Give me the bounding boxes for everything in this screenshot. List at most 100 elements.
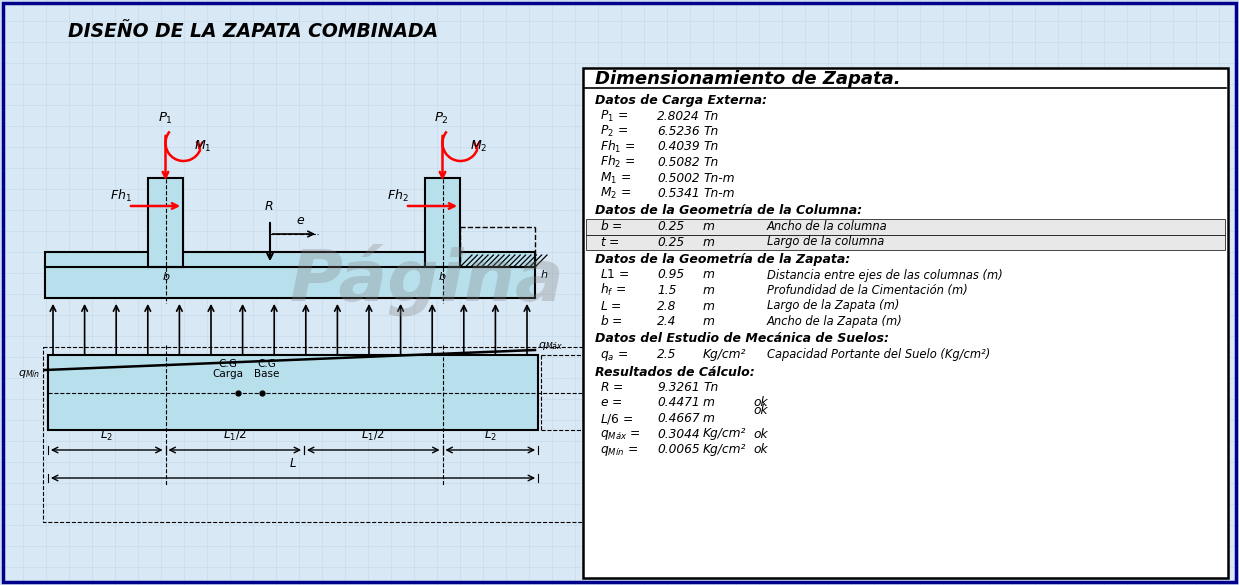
Text: $M_2$ =: $M_2$ = — [600, 186, 631, 201]
Text: Datos del Estudio de Mecánica de Suelos:: Datos del Estudio de Mecánica de Suelos: — [595, 332, 890, 346]
Text: Ancho de la columna: Ancho de la columna — [767, 220, 887, 233]
Text: 0.4667: 0.4667 — [657, 412, 700, 425]
Text: ok: ok — [753, 428, 768, 441]
Text: Tn-m: Tn-m — [703, 171, 735, 184]
Text: Largo de la columna: Largo de la columna — [767, 236, 885, 249]
Bar — [584, 68, 1228, 578]
Text: m: m — [703, 284, 715, 297]
Text: 2.8024: 2.8024 — [657, 109, 700, 122]
Text: $M_1$: $M_1$ — [193, 139, 211, 154]
Text: 0.3044: 0.3044 — [657, 428, 700, 441]
Text: $L_1/2$: $L_1/2$ — [223, 428, 247, 443]
Text: Datos de Carga Externa:: Datos de Carga Externa: — [595, 94, 767, 107]
Text: 0.25: 0.25 — [657, 220, 684, 233]
Text: 1.5: 1.5 — [657, 284, 676, 297]
Text: $e$ =: $e$ = — [600, 397, 622, 410]
Text: $L$: $L$ — [289, 457, 297, 470]
Text: $Fh_1$ =: $Fh_1$ = — [600, 139, 636, 154]
Text: Datos de la Geometría de la Columna:: Datos de la Geometría de la Columna: — [595, 205, 862, 218]
Text: $L_2$: $L_2$ — [483, 428, 497, 443]
Text: $q_{Mín}$: $q_{Mín}$ — [17, 368, 40, 380]
Text: 0.5341: 0.5341 — [657, 187, 700, 200]
Text: $M_2$: $M_2$ — [471, 139, 488, 154]
Text: 0.95: 0.95 — [657, 269, 684, 281]
Text: Tn: Tn — [703, 140, 719, 153]
Text: m: m — [703, 220, 715, 233]
Text: $L$ =: $L$ = — [600, 300, 622, 312]
Text: Ancho de la Zapata (m): Ancho de la Zapata (m) — [767, 315, 903, 328]
Text: m: m — [703, 315, 715, 328]
Text: $b$: $b$ — [161, 270, 170, 282]
Text: $L_1/2$: $L_1/2$ — [362, 428, 385, 443]
Text: 6.5236: 6.5236 — [657, 125, 700, 138]
Text: $t$ =: $t$ = — [600, 236, 620, 249]
Text: $P_2$ =: $P_2$ = — [600, 124, 628, 139]
Text: Base: Base — [254, 369, 280, 379]
Text: $b$ =: $b$ = — [600, 219, 623, 233]
Bar — [48, 355, 538, 430]
Text: ok: ok — [753, 397, 768, 410]
Text: Tn: Tn — [703, 156, 719, 169]
Text: Resultados de Cálculo:: Resultados de Cálculo: — [595, 366, 755, 378]
Text: m: m — [703, 269, 715, 281]
Text: ok: ok — [753, 404, 768, 417]
Text: $P_2$: $P_2$ — [435, 111, 450, 126]
Text: $L1$ =: $L1$ = — [600, 269, 629, 281]
Text: m: m — [703, 236, 715, 249]
Text: 9.3261: 9.3261 — [657, 381, 700, 394]
Text: m: m — [703, 397, 715, 410]
Text: 0.4039: 0.4039 — [657, 140, 700, 153]
Text: Tn: Tn — [703, 109, 719, 122]
Text: $q_{Mín}$ =: $q_{Mín}$ = — [600, 444, 638, 458]
Text: Datos de la Geometría de la Zapata:: Datos de la Geometría de la Zapata: — [595, 253, 850, 266]
Bar — [147, 178, 183, 267]
Text: 0.25: 0.25 — [657, 236, 684, 249]
Text: Tn: Tn — [703, 125, 719, 138]
Text: 0.5002: 0.5002 — [657, 171, 700, 184]
Text: Tn: Tn — [703, 381, 719, 394]
Text: 0.5082: 0.5082 — [657, 156, 700, 169]
Text: $q_a$ =: $q_a$ = — [600, 349, 628, 363]
Text: $b$: $b$ — [595, 387, 603, 398]
Text: Tn-m: Tn-m — [703, 187, 735, 200]
Text: 0.0065: 0.0065 — [657, 443, 700, 456]
Text: $R$ =: $R$ = — [600, 381, 623, 394]
Text: $q_{Máx}$: $q_{Máx}$ — [538, 340, 564, 352]
Text: Capacidad Portante del Suelo (Kg/cm²): Capacidad Portante del Suelo (Kg/cm²) — [767, 348, 990, 361]
Text: m: m — [703, 412, 715, 425]
Text: 0.4471: 0.4471 — [657, 397, 700, 410]
Text: $Fh_2$: $Fh_2$ — [387, 188, 409, 204]
Text: 2.4: 2.4 — [657, 315, 676, 328]
Text: $M_1$ =: $M_1$ = — [600, 170, 631, 185]
Text: $b$ =: $b$ = — [600, 314, 623, 328]
Text: Kg/cm²: Kg/cm² — [703, 443, 746, 456]
Text: $b$: $b$ — [439, 270, 447, 282]
Text: $Fh_1$: $Fh_1$ — [110, 188, 131, 204]
Bar — [586, 219, 1225, 235]
Text: m: m — [703, 300, 715, 312]
Bar — [586, 235, 1225, 250]
Text: Distancia entre ejes de las columnas (m): Distancia entre ejes de las columnas (m) — [767, 269, 1002, 281]
Text: Página 1: Página 1 — [290, 243, 639, 315]
Text: Kg/cm²: Kg/cm² — [703, 348, 746, 361]
Text: Kg/cm²: Kg/cm² — [703, 428, 746, 441]
Text: 2.8: 2.8 — [657, 300, 676, 312]
Text: Largo de la Zapata (m): Largo de la Zapata (m) — [767, 300, 900, 312]
Bar — [45, 252, 535, 298]
Text: Carga: Carga — [213, 369, 244, 379]
Text: $L/6$ =: $L/6$ = — [600, 411, 633, 425]
Text: $e$: $e$ — [296, 214, 305, 227]
Text: $q_{Máx}$ =: $q_{Máx}$ = — [600, 428, 641, 442]
Text: $R$: $R$ — [264, 200, 274, 213]
Text: $h$: $h$ — [540, 268, 549, 280]
Text: $h_f$ =: $h_f$ = — [600, 282, 626, 298]
Text: $P_1$: $P_1$ — [157, 111, 172, 126]
Text: C.G: C.G — [258, 359, 276, 369]
Text: Dimensionamiento de Zapata.: Dimensionamiento de Zapata. — [595, 70, 901, 88]
Bar — [425, 178, 460, 267]
Text: $P_1$ =: $P_1$ = — [600, 108, 628, 123]
Bar — [43, 347, 593, 522]
Text: C.G: C.G — [218, 359, 238, 369]
Text: $L_2$: $L_2$ — [100, 428, 113, 443]
Text: DISEÑO DE LA ZAPATA COMBINADA: DISEÑO DE LA ZAPATA COMBINADA — [68, 22, 439, 41]
